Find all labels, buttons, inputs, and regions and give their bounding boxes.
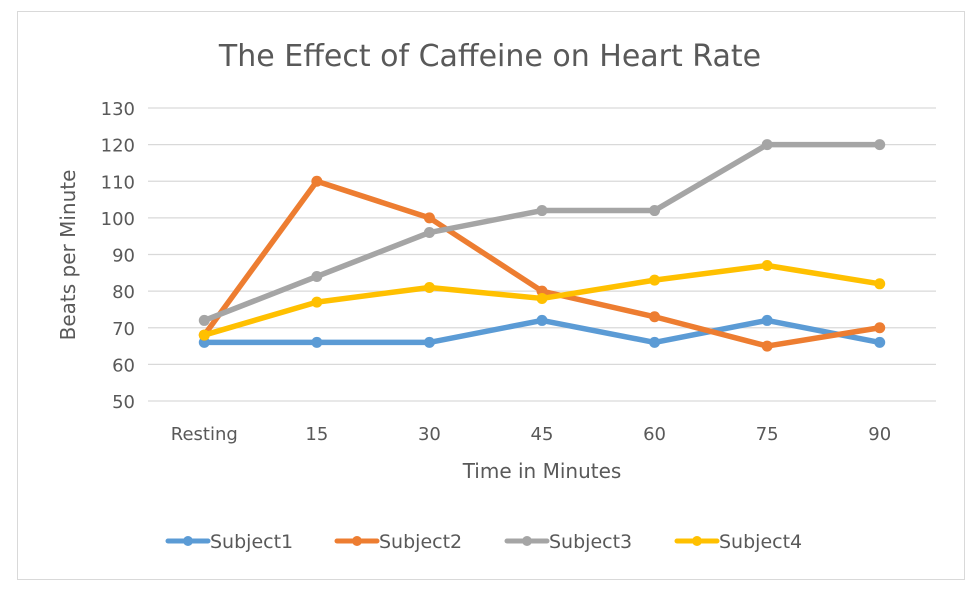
y-tick-label: 100 bbox=[101, 209, 135, 230]
legend-item-subject3: Subject3 bbox=[504, 531, 632, 553]
data-point bbox=[649, 205, 661, 217]
data-point bbox=[536, 292, 548, 304]
data-point bbox=[649, 336, 661, 348]
data-point bbox=[874, 139, 886, 151]
legend-label: Subject4 bbox=[719, 531, 802, 553]
y-axis-label: Beats per Minute bbox=[56, 170, 80, 341]
data-point bbox=[423, 336, 435, 348]
legend-label: Subject2 bbox=[379, 531, 462, 553]
data-point bbox=[649, 311, 661, 323]
data-point bbox=[761, 340, 773, 352]
x-axis-ticks: Resting 15 30 45 60 75 90 bbox=[171, 424, 891, 445]
y-tick-label: 110 bbox=[101, 172, 135, 193]
y-tick-label: 80 bbox=[112, 282, 135, 303]
x-tick-label: 75 bbox=[756, 424, 779, 445]
x-tick-label: 90 bbox=[868, 424, 891, 445]
x-axis-label: Time in Minutes bbox=[462, 459, 622, 483]
legend-marker bbox=[692, 536, 702, 546]
y-tick-label: 90 bbox=[112, 246, 135, 267]
data-point bbox=[536, 314, 548, 326]
data-point bbox=[423, 281, 435, 293]
data-point bbox=[198, 329, 210, 341]
data-point bbox=[874, 336, 886, 348]
legend-item-subject1: Subject1 bbox=[165, 531, 293, 553]
data-point bbox=[761, 259, 773, 271]
data-point bbox=[536, 205, 548, 217]
x-tick-label: 15 bbox=[305, 424, 328, 445]
data-point bbox=[874, 322, 886, 334]
x-tick-label: Resting bbox=[171, 424, 238, 445]
data-point bbox=[311, 336, 323, 348]
legend: Subject1 Subject2 Subject3 Subject4 bbox=[165, 531, 802, 553]
series-subject1 bbox=[198, 314, 886, 348]
x-tick-label: 30 bbox=[418, 424, 441, 445]
series-subject3 bbox=[198, 139, 886, 326]
y-tick-label: 120 bbox=[101, 136, 135, 157]
y-tick-label: 70 bbox=[112, 319, 135, 340]
y-tick-label: 50 bbox=[112, 392, 135, 413]
y-tick-label: 60 bbox=[112, 355, 135, 376]
legend-label: Subject3 bbox=[549, 531, 632, 553]
data-point bbox=[311, 175, 323, 187]
data-point bbox=[649, 274, 661, 286]
data-point bbox=[423, 212, 435, 224]
series-subject4 bbox=[198, 259, 886, 341]
gridlines bbox=[148, 107, 936, 402]
legend-item-subject2: Subject2 bbox=[334, 531, 462, 553]
legend-marker bbox=[522, 536, 532, 546]
x-tick-label: 45 bbox=[531, 424, 554, 445]
data-point bbox=[311, 296, 323, 308]
chart-title: The Effect of Caffeine on Heart Rate bbox=[218, 39, 761, 74]
y-axis-ticks: 50 60 70 80 90 100 110 120 130 bbox=[101, 99, 135, 413]
data-point bbox=[198, 314, 210, 326]
data-point bbox=[761, 314, 773, 326]
legend-label: Subject1 bbox=[210, 531, 293, 553]
data-point bbox=[761, 139, 773, 151]
y-tick-label: 130 bbox=[101, 99, 135, 120]
data-point bbox=[311, 270, 323, 282]
legend-marker bbox=[352, 536, 362, 546]
legend-item-subject4: Subject4 bbox=[674, 531, 802, 553]
series-group bbox=[198, 139, 886, 352]
data-point bbox=[423, 227, 435, 239]
legend-marker bbox=[183, 536, 193, 546]
x-tick-label: 60 bbox=[643, 424, 666, 445]
data-point bbox=[874, 278, 886, 290]
